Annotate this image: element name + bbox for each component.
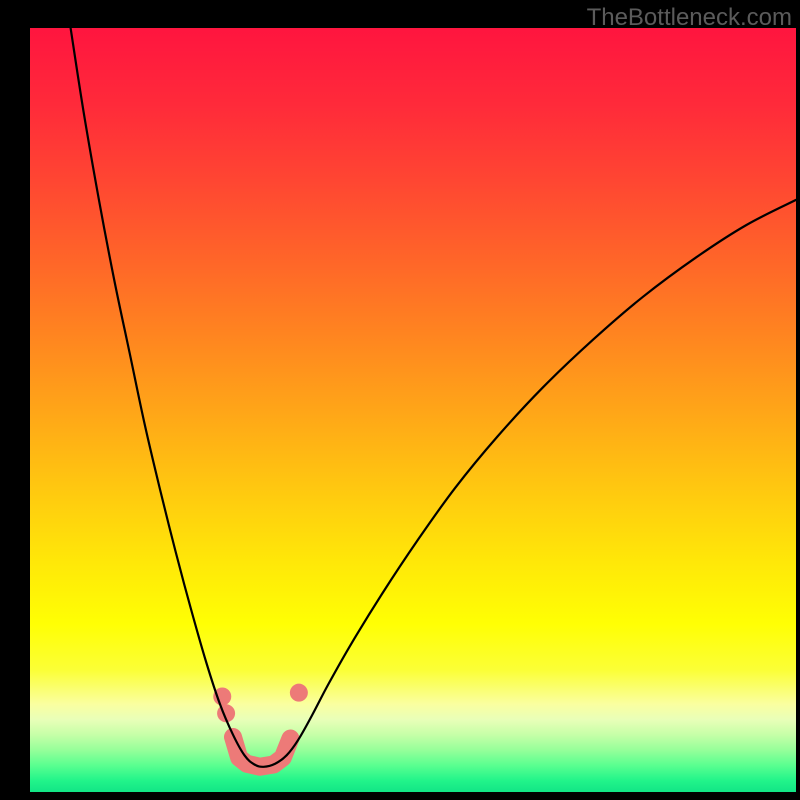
bottleneck-chart: [0, 0, 800, 800]
watermark-text: TheBottleneck.com: [587, 4, 792, 32]
plot-background: [30, 28, 796, 792]
marker-dot: [290, 684, 308, 702]
